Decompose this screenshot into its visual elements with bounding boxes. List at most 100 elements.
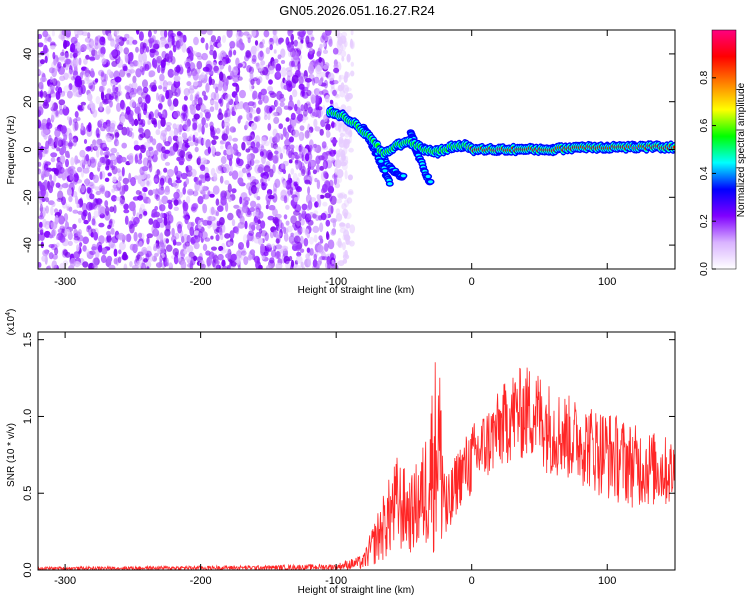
y-tick-label: -40 — [22, 237, 34, 253]
noise-blob — [82, 261, 89, 268]
noise-blob — [186, 68, 193, 77]
noise-blob — [285, 117, 290, 122]
noise-blob — [307, 106, 313, 114]
noise-blob — [224, 110, 228, 118]
noise-blob — [315, 214, 320, 221]
noise-blob — [212, 185, 220, 195]
noise-blob — [65, 204, 71, 209]
noise-blob — [116, 180, 122, 191]
noise-blob — [209, 206, 216, 216]
noise-blob — [210, 78, 216, 85]
noise-blob — [82, 155, 86, 166]
noise-blob — [342, 242, 346, 251]
noise-blob — [146, 180, 150, 186]
noise-blob — [44, 37, 48, 43]
noise-blob — [268, 204, 276, 211]
noise-blob — [154, 50, 159, 56]
noise-blob — [187, 72, 192, 79]
noise-blob — [48, 67, 55, 74]
noise-blob — [314, 201, 319, 208]
noise-blob — [290, 186, 294, 196]
noise-blob — [137, 195, 144, 201]
noise-blob — [137, 159, 143, 165]
noise-blob — [89, 100, 94, 109]
noise-blob — [345, 222, 351, 229]
noise-blob — [38, 181, 43, 187]
noise-blob — [186, 119, 191, 127]
noise-blob — [261, 39, 265, 45]
noise-blob — [164, 127, 169, 132]
noise-blob — [249, 222, 256, 229]
noise-blob — [218, 245, 224, 252]
noise-blob — [87, 158, 92, 167]
noise-blob — [254, 159, 260, 164]
noise-blob — [158, 85, 163, 90]
noise-blob — [231, 219, 236, 227]
noise-blob — [281, 176, 285, 184]
noise-blob — [110, 147, 118, 154]
noise-blob — [120, 115, 126, 123]
noise-blob — [284, 131, 289, 140]
noise-blob — [258, 44, 265, 49]
noise-blob — [129, 61, 135, 67]
noise-blob — [289, 136, 294, 143]
noise-blob — [285, 179, 292, 190]
noise-blob — [155, 194, 160, 201]
snr-series-line — [38, 362, 675, 570]
noise-blob — [168, 262, 173, 268]
noise-blob — [45, 122, 53, 130]
noise-blob — [204, 123, 209, 128]
noise-blob — [199, 252, 203, 261]
noise-blob — [86, 201, 93, 211]
noise-blob — [283, 214, 288, 220]
noise-blob — [113, 129, 119, 139]
noise-blob — [333, 63, 339, 70]
noise-blob — [152, 228, 160, 237]
noise-blob — [70, 157, 75, 167]
noise-blob — [44, 55, 48, 64]
noise-blob — [81, 202, 88, 212]
noise-blob — [235, 83, 240, 93]
noise-blob — [330, 262, 337, 269]
noise-blob — [330, 205, 334, 214]
branch-core — [428, 180, 433, 184]
noise-blob — [53, 174, 57, 183]
noise-blob — [160, 151, 167, 161]
noise-blob — [74, 121, 79, 131]
noise-blob — [42, 218, 47, 228]
noise-blob — [73, 236, 81, 241]
noise-blob — [121, 166, 125, 177]
noise-blob — [276, 250, 280, 259]
noise-blob — [221, 133, 229, 141]
noise-blob — [258, 228, 263, 234]
noise-blob — [137, 111, 142, 122]
noise-blob — [211, 246, 217, 251]
noise-blob — [347, 174, 353, 181]
noise-blob — [331, 173, 339, 180]
noise-blob — [229, 165, 233, 175]
noise-blob — [111, 91, 119, 99]
noise-blob — [95, 190, 102, 196]
noise-blob — [315, 263, 320, 269]
colorbar — [712, 30, 736, 269]
noise-blob — [79, 242, 83, 247]
noise-blob — [292, 52, 300, 61]
x-tick-label: -200 — [190, 575, 212, 587]
noise-blob — [121, 142, 127, 149]
noise-blob — [268, 195, 275, 200]
colorbar-tick-label: 0.6 — [699, 118, 710, 132]
noise-blob — [149, 48, 157, 54]
noise-blob — [120, 101, 126, 111]
noise-blob — [159, 177, 165, 186]
noise-blob — [149, 38, 153, 49]
noise-blob — [306, 30, 313, 35]
noise-blob — [281, 245, 289, 251]
noise-blob — [122, 65, 128, 72]
noise-blob — [44, 144, 49, 155]
noise-blob — [123, 203, 129, 210]
noise-blob — [275, 238, 280, 244]
noise-blob — [232, 143, 238, 151]
noise-blob — [288, 159, 293, 164]
noise-blob — [277, 232, 282, 237]
x-tick-label: -300 — [54, 276, 76, 288]
